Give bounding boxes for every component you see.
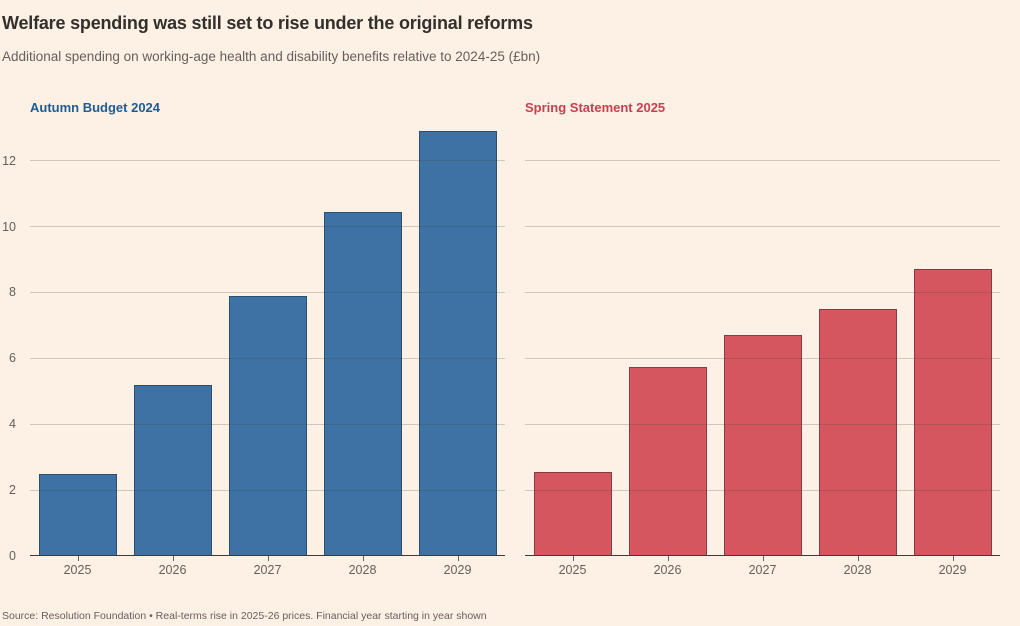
bar-2028 [323, 211, 402, 556]
plot-area-autumn-budget: 2025 2026 2027 2028 2029 [30, 126, 505, 577]
y-tick-label-6: 6 [9, 351, 16, 366]
x-tick-2027 [762, 556, 764, 561]
gridline-6 [525, 357, 1000, 359]
x-tick-label-2026: 2026 [158, 563, 187, 577]
x-tick-2026 [172, 556, 174, 561]
x-tick-label-2029: 2029 [938, 563, 967, 577]
y-axis-tick-labels: 0 2 4 6 8 10 12 [0, 126, 16, 563]
plot-area-spring-statement: 2025 2026 2027 2028 2029 [525, 126, 1000, 577]
y-tick-label-10: 10 [2, 219, 16, 234]
y-tick-label-4: 4 [9, 417, 16, 432]
y-tick-label-12: 12 [2, 153, 16, 168]
gridline-12 [525, 160, 1000, 162]
x-axis-line [30, 555, 505, 556]
gridline-6 [30, 357, 505, 359]
gridline-2 [30, 489, 505, 491]
gridline-10 [525, 226, 1000, 227]
gridline-10 [30, 226, 505, 227]
x-tick-label-2025: 2025 [558, 563, 587, 577]
x-tick-label-2025: 2025 [63, 563, 92, 577]
bar-2026 [628, 366, 707, 556]
chart-subtitle: Additional spending on working-age healt… [2, 49, 541, 64]
bar-2025 [533, 472, 612, 556]
gridline-12 [30, 160, 505, 162]
bar-2027 [228, 295, 307, 556]
x-tick-label-2027: 2027 [253, 563, 282, 577]
series-label-autumn-budget-2024: Autumn Budget 2024 [30, 100, 161, 115]
x-tick-2025 [77, 556, 79, 561]
gridline-4 [30, 423, 505, 425]
bar-2028 [818, 308, 897, 556]
bar-2027 [723, 335, 802, 556]
series-label-spring-statement-2025: Spring Statement 2025 [525, 100, 666, 115]
x-tick-label-2028: 2028 [348, 563, 377, 577]
gridline-4 [525, 423, 1000, 425]
x-tick-label-2026: 2026 [653, 563, 682, 577]
y-tick-label-2: 2 [9, 483, 16, 498]
chart-title: Welfare spending was still set to rise u… [2, 13, 533, 33]
gridline-8 [30, 291, 505, 293]
x-tick-2026 [667, 556, 669, 561]
gridline-8 [525, 291, 1000, 293]
bar-2029 [913, 269, 992, 556]
source-note: Source: Resolution Foundation • Real-ter… [2, 610, 487, 622]
y-tick-label-0: 0 [9, 549, 16, 563]
x-tick-label-2027: 2027 [748, 563, 777, 577]
x-tick-2029 [457, 556, 459, 561]
x-tick-2025 [572, 556, 574, 561]
gridline-2 [525, 489, 1000, 491]
x-tick-label-2029: 2029 [443, 563, 472, 577]
y-tick-label-8: 8 [9, 285, 16, 300]
x-tick-label-2028: 2028 [843, 563, 872, 577]
bar-2026 [133, 384, 212, 556]
x-axis-line [525, 555, 1000, 556]
bar-2025 [38, 473, 117, 556]
bar-2029 [418, 130, 497, 556]
x-tick-2028 [362, 556, 364, 561]
x-tick-2028 [857, 556, 859, 561]
x-tick-2029 [952, 556, 954, 561]
x-tick-2027 [267, 556, 269, 561]
